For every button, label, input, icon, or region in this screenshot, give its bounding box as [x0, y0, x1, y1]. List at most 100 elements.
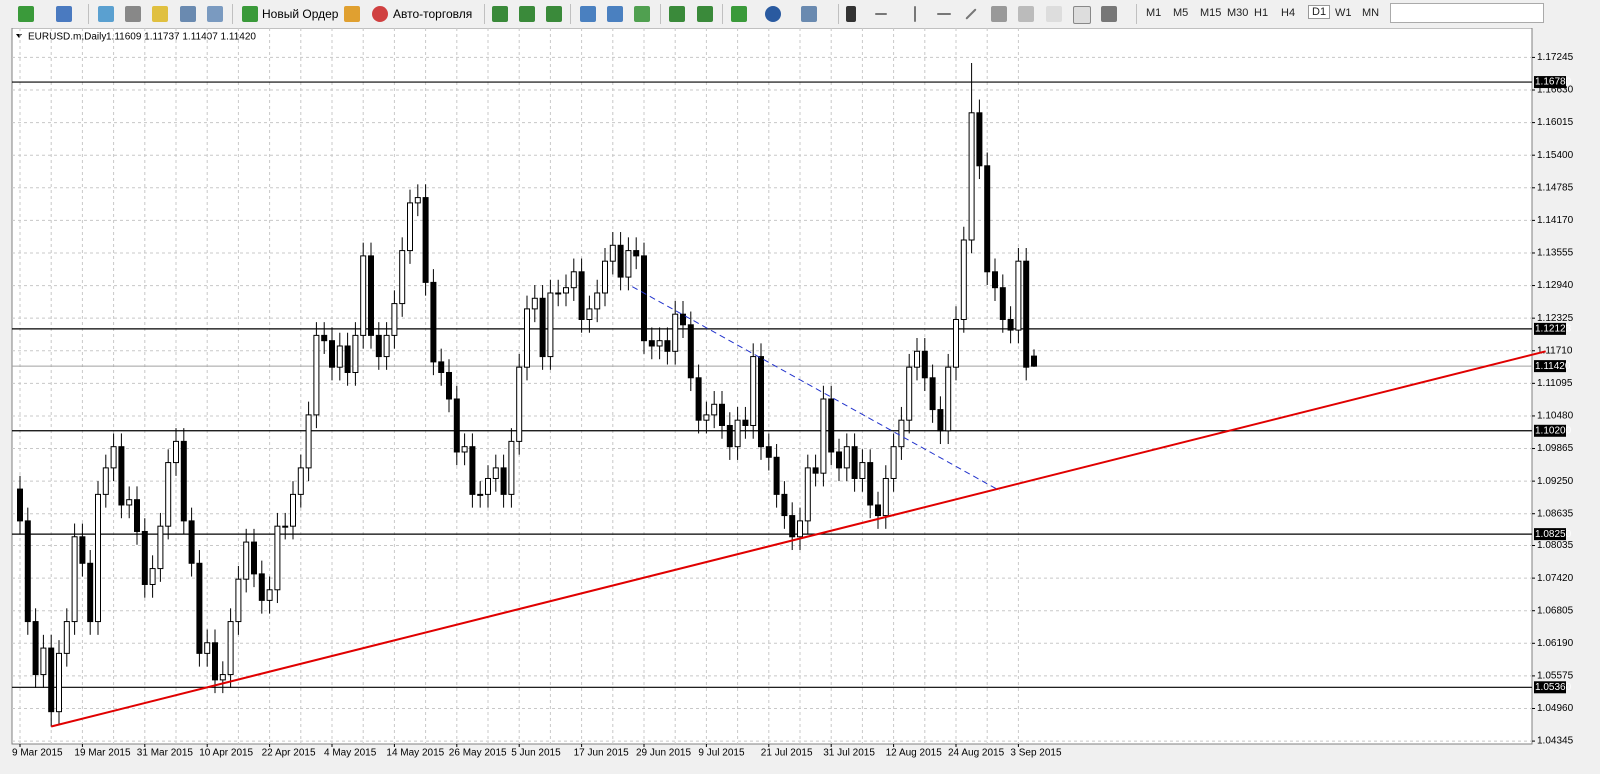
vertical-line-button[interactable] [914, 6, 916, 22]
label-button[interactable] [1073, 6, 1091, 24]
profiles-button[interactable] [56, 6, 72, 22]
candle-body [875, 504, 881, 517]
candle-body [1007, 318, 1014, 331]
horizontal-line-button[interactable] [937, 13, 951, 15]
candle-body [438, 361, 445, 373]
timeframe-button[interactable]: W1 [1335, 7, 1352, 19]
tester-button[interactable] [207, 6, 223, 22]
search-box[interactable] [1390, 3, 1544, 23]
separator [838, 4, 839, 24]
timeframe-button[interactable]: M15 [1200, 7, 1222, 19]
fibo-button[interactable] [1018, 6, 1034, 22]
candle-body [781, 493, 788, 517]
candle-body [469, 446, 476, 495]
candle-body [797, 520, 803, 538]
candle-body [422, 197, 429, 283]
y-tick-label: 1.06805 [1537, 605, 1574, 616]
data-window-button[interactable] [125, 6, 141, 22]
new-order-icon[interactable] [242, 6, 258, 22]
zoom-in-button[interactable] [580, 6, 596, 22]
timeframe-button[interactable]: M1 [1146, 7, 1162, 19]
market-watch-button[interactable] [98, 6, 114, 22]
auto-trading-button[interactable]: Авто-торговля [393, 7, 473, 21]
candle-body [843, 446, 850, 469]
crosshair-button[interactable] [875, 13, 887, 15]
timeframe-button[interactable]: H1 [1254, 7, 1269, 19]
timeframe-button[interactable]: H4 [1281, 7, 1296, 19]
candle-body [157, 525, 164, 570]
auto-trading-icon[interactable] [372, 6, 388, 22]
y-tick-label: 1.16630 [1537, 85, 1574, 96]
channel-button[interactable] [991, 6, 1007, 22]
chart-quote: 1.11609 1.11737 1.11407 1.11420 [106, 32, 256, 43]
periods-button[interactable] [765, 6, 781, 22]
candle-body [719, 403, 725, 426]
candle-body [968, 112, 975, 241]
x-tick-label: 21 Jul 2015 [761, 748, 813, 759]
candle-body [976, 112, 983, 167]
y-tick-label: 1.04345 [1537, 736, 1574, 747]
candle-body [937, 409, 944, 432]
candle-chart-button[interactable] [519, 6, 535, 22]
candle-body [391, 303, 398, 336]
candle-body [960, 239, 967, 320]
candle-body [32, 621, 39, 676]
candle-body [321, 334, 328, 342]
timeframe-button[interactable]: D1 [1308, 5, 1331, 19]
candle-body [703, 414, 710, 421]
candle-body [750, 356, 757, 426]
y-tick-label: 1.17245 [1537, 52, 1574, 63]
price-label-bg [1534, 360, 1566, 373]
trend-line [632, 286, 1000, 492]
candle-body [1031, 355, 1037, 367]
new-chart-button[interactable] [18, 6, 34, 22]
candle-body [274, 525, 281, 591]
autoscroll-button[interactable] [669, 6, 685, 22]
candle-body [219, 674, 226, 681]
x-tick-label: 31 Mar 2015 [137, 748, 194, 759]
separator [484, 4, 485, 24]
candle-body [297, 467, 304, 495]
cursor-button[interactable] [846, 6, 856, 22]
arrows-button[interactable] [1101, 6, 1117, 22]
candle-body [656, 340, 663, 347]
trendline-button[interactable] [965, 8, 977, 20]
level-label-bg [1534, 322, 1566, 335]
level-label: 1.08250 [1535, 529, 1572, 540]
candle-body [17, 488, 23, 522]
candle-body [999, 287, 1006, 320]
candle-body [516, 366, 523, 442]
level-label: 1.16780 [1535, 77, 1572, 88]
candle-body [859, 462, 866, 479]
tile-button[interactable] [634, 6, 650, 22]
terminal-button[interactable] [180, 6, 196, 22]
candle-body [945, 366, 952, 432]
candle-body [485, 477, 491, 495]
x-tick-label: 5 Jun 2015 [511, 748, 561, 759]
bar-chart-button[interactable] [492, 6, 508, 22]
meta-editor-button[interactable] [344, 6, 360, 22]
level-label-bg [1534, 681, 1566, 694]
candle-body [329, 340, 335, 368]
navigator-button[interactable] [152, 6, 168, 22]
zoom-out-button[interactable] [607, 6, 623, 22]
y-tick-label: 1.06190 [1537, 638, 1574, 649]
timeframe-button[interactable]: M30 [1227, 7, 1249, 19]
chart-shift-button[interactable] [697, 6, 713, 22]
candle-body [251, 541, 257, 575]
text-button[interactable] [1046, 6, 1062, 22]
timeframe-button[interactable]: M5 [1173, 7, 1189, 19]
new-order-button[interactable]: Новый Ордер [262, 7, 339, 21]
candle-body [24, 520, 31, 623]
candle-body [1015, 260, 1022, 331]
y-tick-label: 1.07420 [1537, 573, 1574, 584]
indicators-button[interactable] [731, 6, 747, 22]
candle-body [48, 647, 55, 713]
timeframe-button[interactable]: MN [1362, 7, 1380, 19]
line-chart-button[interactable] [546, 6, 562, 22]
candle-body [196, 562, 203, 654]
candle-body [266, 589, 273, 601]
x-tick-label: 14 May 2015 [386, 748, 444, 759]
templates-button[interactable] [801, 6, 817, 22]
candle-body [633, 250, 640, 257]
